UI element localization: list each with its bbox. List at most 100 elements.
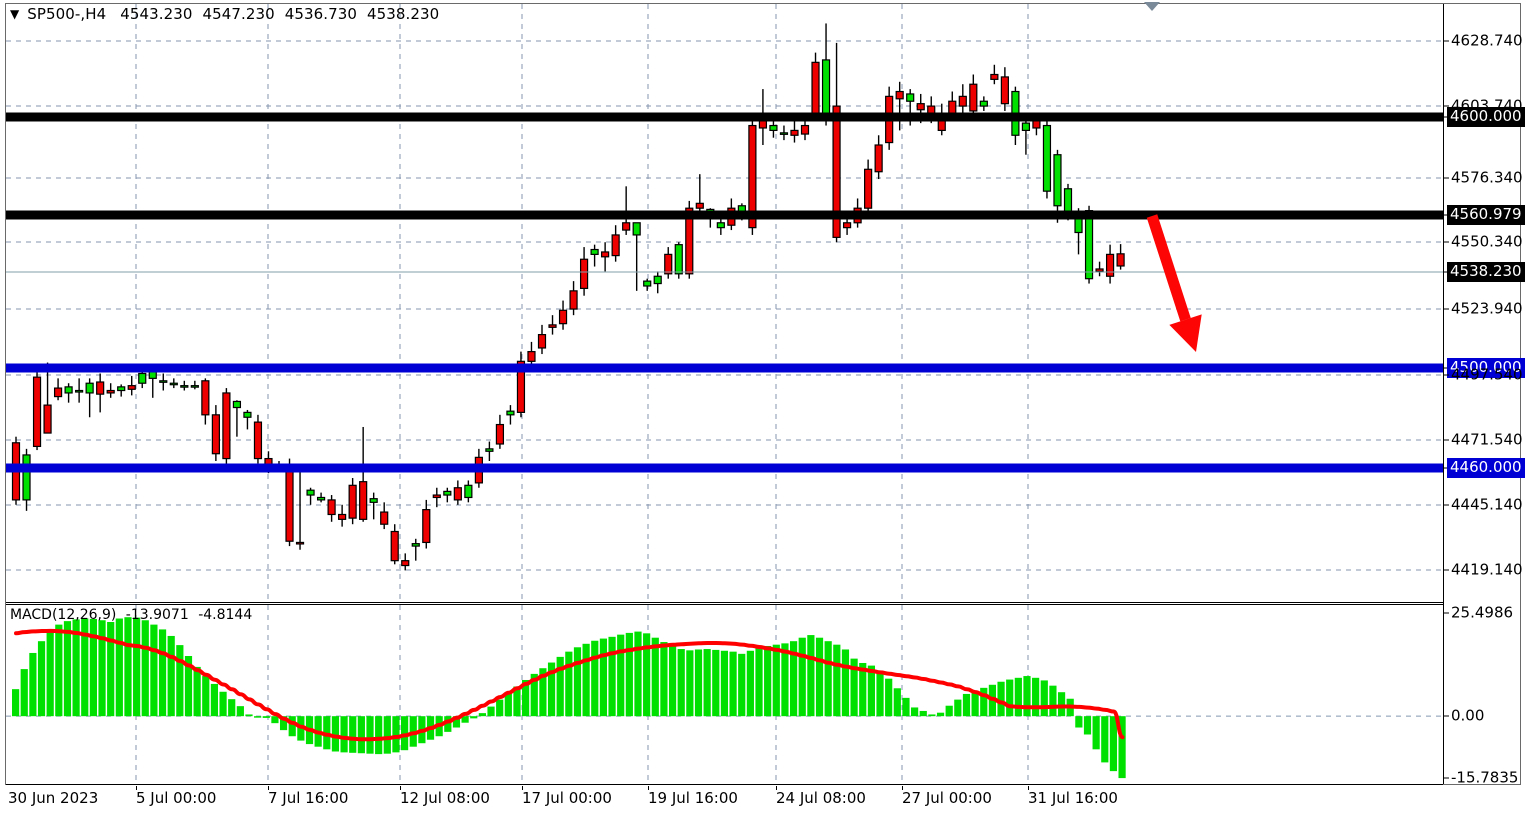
candle-body xyxy=(695,202,704,209)
macd-histogram-bar xyxy=(1083,716,1092,735)
candlestick xyxy=(127,375,136,396)
time-axis[interactable]: 30 Jun 2023 5 Jul 00:00 7 Jul 16:00 12 Jul … xyxy=(0,786,1443,813)
macd-histogram-bar xyxy=(746,650,754,717)
price-axis-tick xyxy=(1444,439,1449,441)
macd-histogram-bar xyxy=(1006,679,1014,717)
macd-axis-label: 25.4986 xyxy=(1451,603,1514,622)
macd-histogram-bar xyxy=(392,716,400,753)
macd-histogram-bar xyxy=(919,710,927,717)
candlestick xyxy=(359,426,368,522)
price-axis-tick xyxy=(1444,105,1449,107)
candle-body xyxy=(96,381,105,395)
candlestick xyxy=(453,480,462,505)
price-axis[interactable]: 4628.740 4603.740 4600.000 4576.340 4560.979… xyxy=(1444,0,1526,813)
macd-histogram-bar xyxy=(1075,716,1083,728)
macd-histogram-bar xyxy=(841,649,850,717)
candlestick xyxy=(43,362,52,434)
candlestick xyxy=(874,135,883,180)
candle-body xyxy=(632,222,641,236)
candlestick xyxy=(695,174,704,216)
macd-histogram-bar xyxy=(46,631,54,717)
macd-histogram-bar xyxy=(72,619,80,717)
candlestick xyxy=(232,400,242,437)
candle-body xyxy=(537,334,547,349)
candlestick xyxy=(316,492,326,503)
macd-histogram-bar xyxy=(660,642,668,717)
collapse-icon[interactable]: ▼ xyxy=(10,7,20,21)
macd-histogram-bar xyxy=(764,645,772,717)
candle-body xyxy=(906,93,915,102)
macd-histogram-bar xyxy=(755,647,763,717)
macd-histogram-bar xyxy=(833,644,841,717)
macd-histogram-bar xyxy=(893,688,901,717)
macd-histogram-bar xyxy=(1032,677,1040,717)
macd-histogram-bar xyxy=(193,666,201,717)
quote-close: 4538.230 xyxy=(366,5,440,23)
candle-body xyxy=(643,280,652,287)
macd-histogram-bar xyxy=(20,669,28,717)
macd-histogram-bar xyxy=(962,693,971,717)
macd-histogram-bar xyxy=(608,636,616,717)
macd-histogram-bar xyxy=(980,687,988,717)
candlestick xyxy=(990,64,999,85)
macd-header: MACD(12,26,9) -13.9071 -4.8144 xyxy=(10,607,257,623)
price-level-tag[interactable]: 4538.230 xyxy=(1447,262,1525,282)
time-axis-tick xyxy=(400,786,401,790)
macd-histogram-bar xyxy=(470,716,478,719)
price-level-tag[interactable]: 4560.979 xyxy=(1447,205,1525,225)
candle-body xyxy=(1032,120,1041,129)
candle-body xyxy=(85,382,94,394)
macd-value-main: -13.9071 xyxy=(125,607,189,623)
price-pane[interactable] xyxy=(6,4,1443,602)
candlestick xyxy=(548,315,557,335)
macd-histogram-bar xyxy=(37,641,46,717)
candlestick xyxy=(653,271,662,294)
macd-histogram-bar xyxy=(902,697,910,717)
price-axis-tick xyxy=(1444,374,1449,376)
candlestick xyxy=(558,300,568,330)
candle-body xyxy=(1084,210,1094,280)
candlestick xyxy=(390,524,399,565)
candle-body xyxy=(453,487,462,501)
candlestick xyxy=(769,120,778,138)
down-arrow-annotation[interactable] xyxy=(1146,214,1202,352)
macd-histogram-bar xyxy=(911,707,919,717)
macd-indicator-plot xyxy=(6,605,1443,784)
candle-body xyxy=(800,124,810,135)
candlestick xyxy=(75,378,84,403)
candle-body xyxy=(411,543,420,547)
macd-histogram-bar xyxy=(634,631,642,717)
macd-histogram-bar xyxy=(530,673,538,717)
price-level-tag[interactable]: 4600.000 xyxy=(1447,107,1525,127)
candlestick xyxy=(674,242,683,279)
candle-body xyxy=(674,244,683,275)
candle-body xyxy=(169,382,178,386)
arrow-head xyxy=(1169,314,1202,352)
candlestick xyxy=(864,159,873,214)
candle-body xyxy=(1000,76,1009,105)
candle-body xyxy=(969,83,978,112)
candle-body xyxy=(1021,122,1031,132)
macd-histogram-bar xyxy=(461,716,469,723)
macd-histogram-bar xyxy=(158,629,167,717)
time-axis-tick xyxy=(648,786,649,790)
macd-histogram-bar xyxy=(522,679,530,717)
macd-histogram-bar xyxy=(228,699,236,717)
price-axis-tick xyxy=(1444,467,1449,469)
quote-low: 4536.730 xyxy=(284,5,358,23)
macd-histogram-bar xyxy=(928,714,936,717)
price-level-tag[interactable]: 4460.000 xyxy=(1447,458,1525,478)
macd-histogram-bar xyxy=(556,656,564,717)
macd-histogram-bar xyxy=(504,693,512,717)
candlestick xyxy=(380,502,389,530)
macd-pane[interactable] xyxy=(6,604,1443,784)
candlestick xyxy=(643,278,652,291)
price-level-tag[interactable]: 4500.000 xyxy=(1447,358,1525,378)
candlestick xyxy=(443,487,452,503)
candle-body xyxy=(779,132,789,135)
price-axis-tick xyxy=(1444,241,1449,243)
candle-body xyxy=(495,423,505,445)
candlestick xyxy=(832,42,841,243)
time-axis-tick xyxy=(902,786,903,790)
price-axis-tick xyxy=(1444,177,1449,179)
